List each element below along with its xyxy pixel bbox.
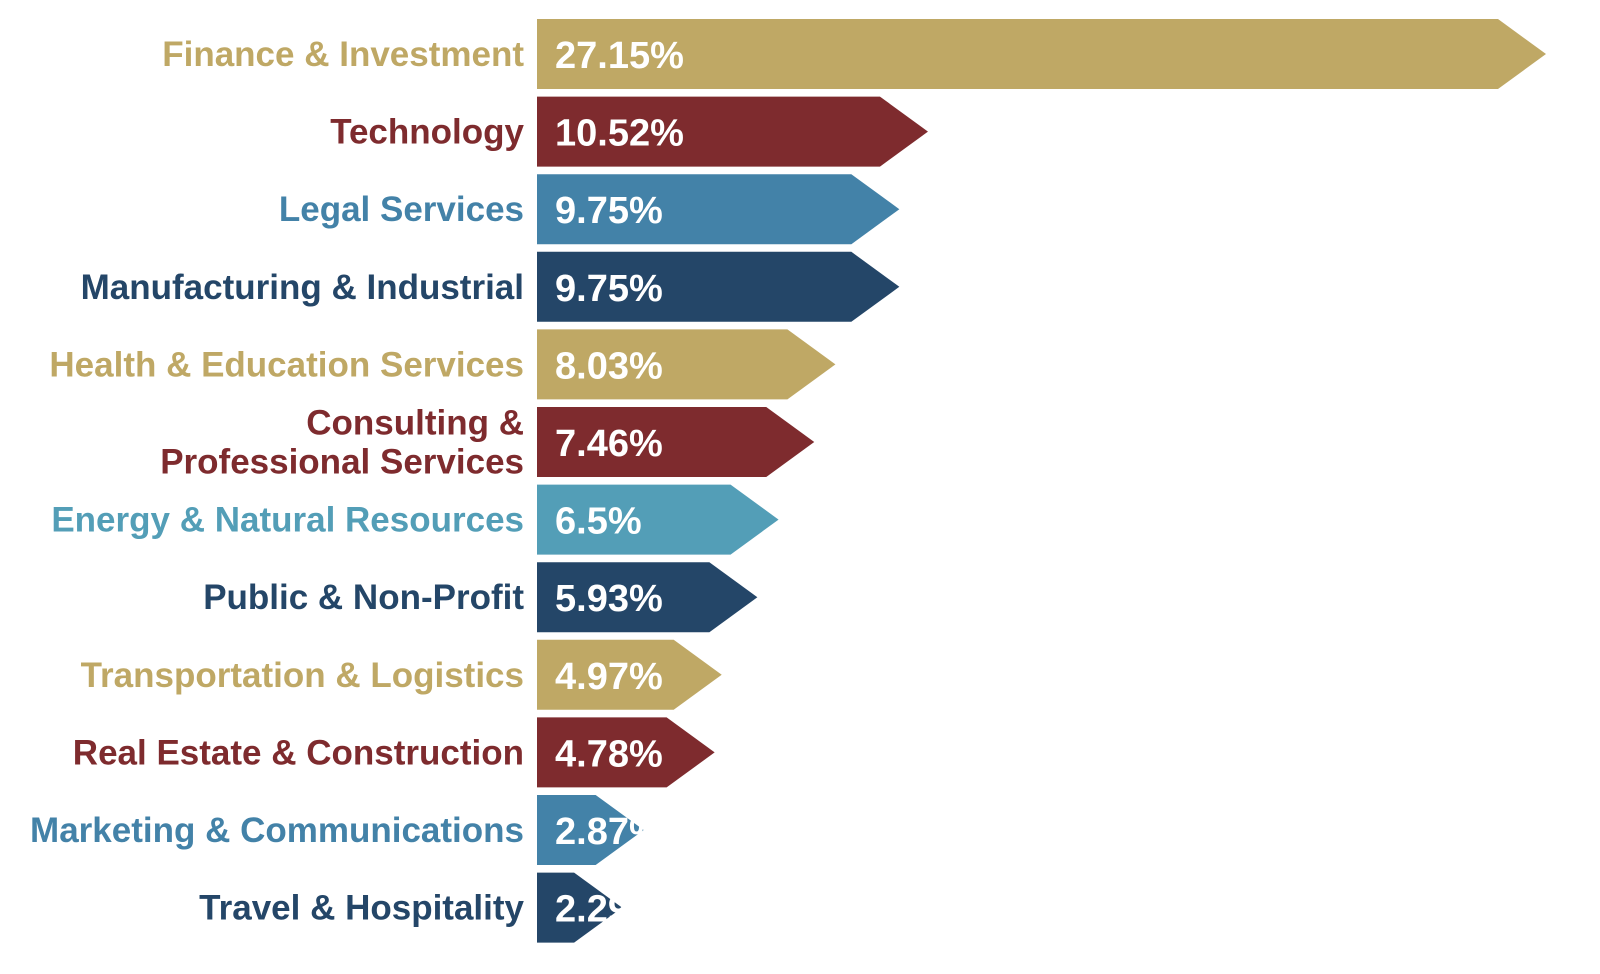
bar-0 — [537, 19, 1546, 89]
category-label-7: Public & Non-Profit — [203, 578, 524, 617]
category-label-5-line-0: Consulting & — [306, 404, 524, 443]
category-label-2-line-0: Legal Services — [279, 190, 524, 229]
category-label-2: Legal Services — [279, 190, 524, 229]
category-label-5-line-1: Professional Services — [160, 443, 524, 482]
bar-11 — [537, 872, 623, 943]
value-label-10: 2.87% — [555, 811, 663, 853]
value-label-11: 2.29% — [555, 889, 663, 931]
bar-2 — [537, 174, 900, 245]
bar-9 — [537, 717, 715, 788]
category-label-9-line-0: Real Estate & Construction — [73, 733, 524, 772]
category-label-1-line-0: Technology — [330, 113, 524, 152]
category-label-4: Health & Education Services — [49, 345, 524, 384]
value-label-8: 4.97% — [555, 656, 663, 698]
bar-6 — [537, 484, 779, 555]
category-label-4-line-0: Health & Education Services — [49, 345, 524, 384]
value-label-7: 5.93% — [555, 578, 663, 620]
category-label-9: Real Estate & Construction — [73, 733, 524, 772]
category-label-10: Marketing & Communications — [30, 811, 524, 850]
category-label-7-line-0: Public & Non-Profit — [203, 578, 524, 617]
value-label-1: 10.52% — [555, 113, 684, 155]
value-label-2: 9.75% — [555, 190, 663, 232]
bars-layer — [537, 19, 1546, 943]
category-label-6-line-0: Energy & Natural Resources — [51, 501, 524, 540]
bar-7 — [537, 562, 758, 633]
value-label-6: 6.5% — [555, 501, 642, 543]
value-label-4: 8.03% — [555, 345, 663, 387]
value-label-0: 27.15% — [555, 35, 684, 77]
category-label-5: Consulting & Professional Services — [160, 404, 524, 482]
category-label-0: Finance & Investment — [162, 35, 524, 74]
category-label-10-line-0: Marketing & Communications — [30, 811, 524, 850]
bar-4 — [537, 329, 836, 400]
category-label-11-line-0: Travel & Hospitality — [199, 889, 524, 928]
bar-8 — [537, 639, 722, 710]
bar-1 — [537, 96, 928, 167]
category-label-3: Manufacturing & Industrial — [81, 268, 524, 307]
category-label-6: Energy & Natural Resources — [51, 501, 524, 540]
category-label-0-line-0: Finance & Investment — [162, 35, 524, 74]
bar-5 — [537, 407, 815, 477]
value-label-9: 4.78% — [555, 733, 663, 775]
category-label-11: Travel & Hospitality — [199, 889, 524, 928]
category-label-8-line-0: Transportation & Logistics — [81, 656, 524, 695]
value-label-5: 7.46% — [555, 423, 663, 465]
category-label-3-line-0: Manufacturing & Industrial — [81, 268, 524, 307]
category-label-8: Transportation & Logistics — [81, 656, 524, 695]
value-label-3: 9.75% — [555, 268, 663, 310]
bar-10 — [537, 795, 644, 865]
category-labels-layer: Finance & Investment Technology Legal Serv… — [30, 35, 524, 928]
category-label-1: Technology — [330, 113, 524, 152]
value-labels-layer: 27.15% 10.52% 9.75% 9.75% 8.03% 7.46% 6.5% 5.93… — [555, 35, 684, 931]
bar-3 — [537, 251, 900, 322]
